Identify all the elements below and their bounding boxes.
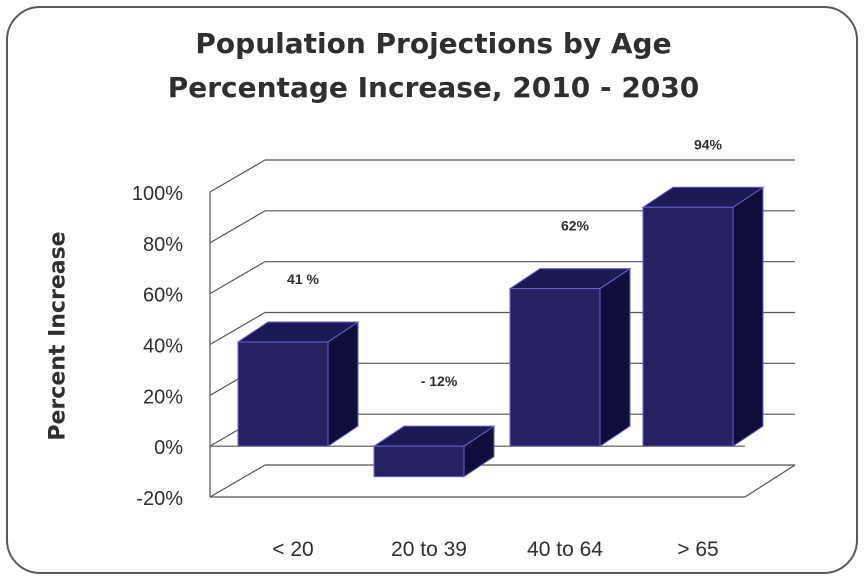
y-tick-label: 0% — [154, 437, 183, 459]
data-label: 62% — [561, 218, 590, 234]
bar-side — [327, 321, 359, 448]
x-tick-label: 20 to 39 — [391, 538, 467, 561]
data-label: - 12% — [421, 373, 458, 389]
x-tick-label: > 65 — [677, 538, 718, 561]
data-label: 94% — [694, 136, 723, 152]
gridline-depth — [209, 210, 266, 244]
gridline-depth — [209, 159, 266, 193]
bar-side — [599, 267, 631, 448]
y-tick-label: 100% — [132, 183, 183, 205]
y-tick-label: 20% — [143, 386, 183, 408]
chart-subtitle: Percentage Increase, 2010 - 2030 — [167, 71, 700, 104]
y-tick-label: -20% — [136, 488, 183, 510]
bar — [237, 341, 329, 447]
gridline-depth — [209, 261, 266, 295]
bar — [642, 206, 734, 447]
y-tick-label: 80% — [143, 234, 183, 256]
floor-right-edge — [744, 464, 796, 498]
x-tick-label: 40 to 64 — [527, 538, 603, 561]
bar-side — [732, 186, 764, 448]
bar — [509, 288, 601, 447]
gridline-depth — [209, 311, 266, 346]
y-tick-label: 60% — [143, 285, 183, 307]
data-label: 41 % — [287, 271, 319, 287]
bar — [373, 445, 465, 478]
x-tick-label: < 20 — [272, 538, 313, 561]
chart-title: Population Projections by Age — [195, 27, 672, 60]
y-tick-label: 40% — [143, 336, 183, 358]
gridline-depth — [209, 464, 266, 498]
